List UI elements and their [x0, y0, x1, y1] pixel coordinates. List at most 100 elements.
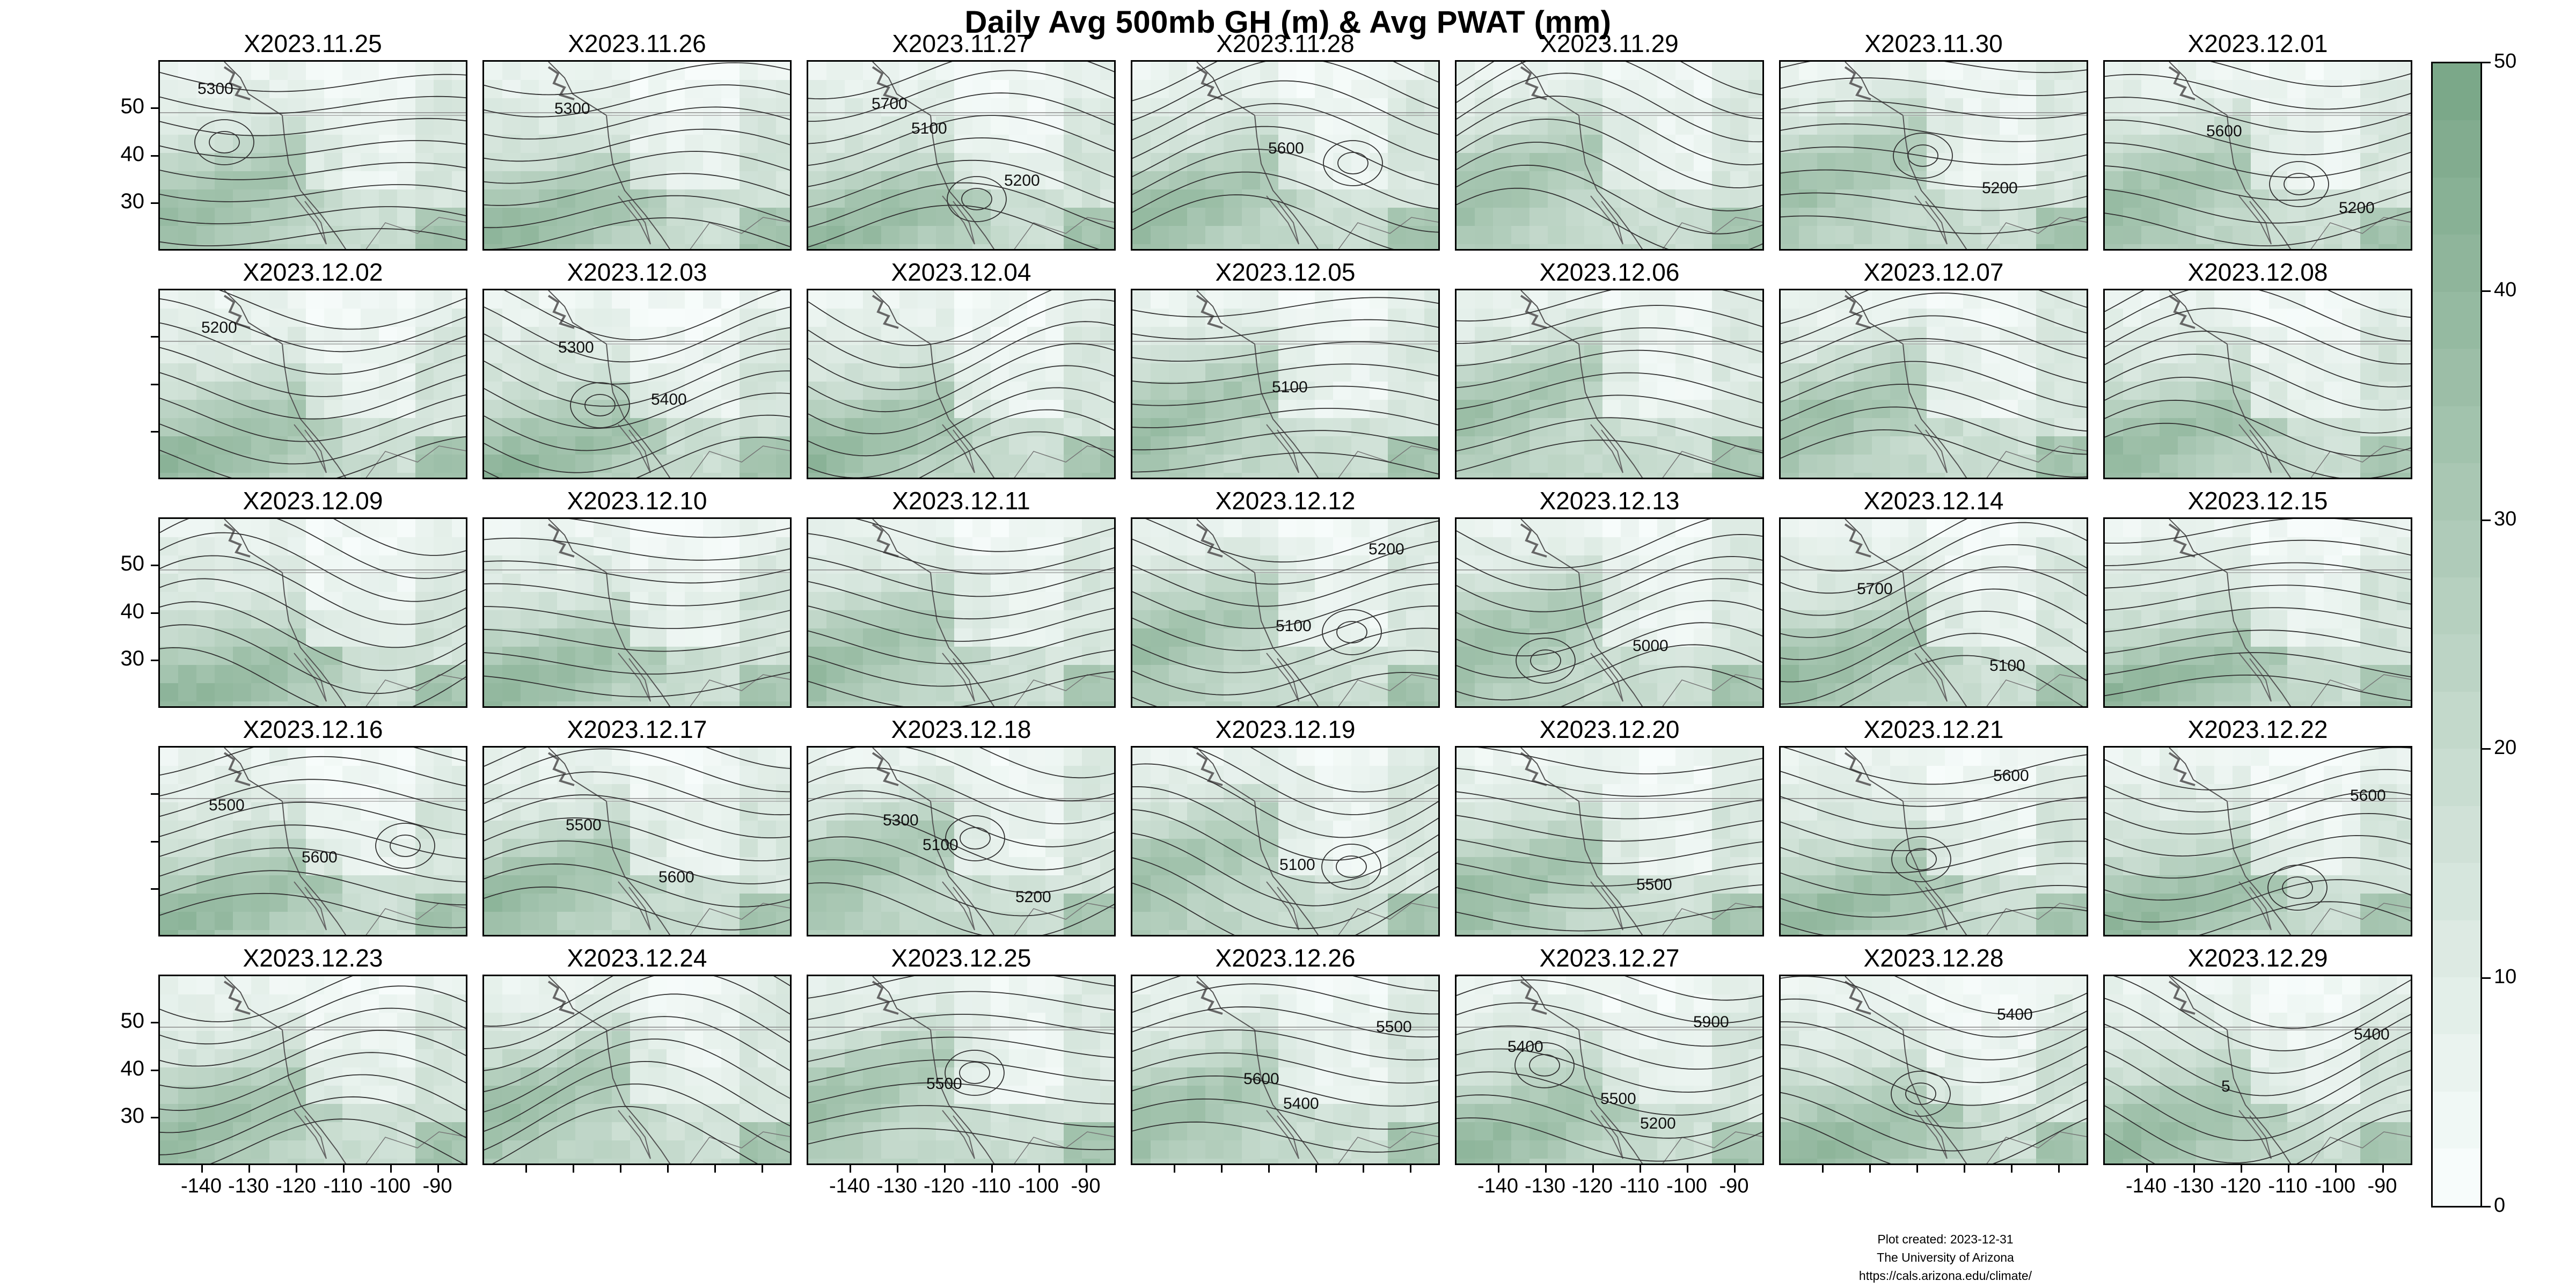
- pwat-cell: [306, 418, 325, 437]
- pwat-cell: [899, 363, 918, 382]
- pwat-cell: [721, 610, 740, 629]
- pwat-cell: [557, 894, 576, 912]
- pwat-cell: [1748, 345, 1762, 364]
- pwat-cell: [1945, 208, 1964, 226]
- pwat-cell: [2073, 226, 2087, 245]
- pwat-cell: [557, 683, 576, 702]
- pwat-cell: [233, 473, 252, 478]
- pwat-cell: [1945, 574, 1964, 592]
- pwat-cell: [2054, 153, 2073, 172]
- pwat-cell: [1908, 628, 1927, 647]
- gh-contour: [1781, 123, 2087, 142]
- pwat-cell: [575, 894, 594, 912]
- pwat-cell: [991, 135, 1009, 153]
- pwat-cell: [1730, 592, 1749, 611]
- pwat-cell: [1730, 382, 1749, 400]
- pwat-cell: [1187, 208, 1206, 226]
- pwat-cell: [557, 748, 576, 766]
- pwat-cell: [434, 628, 452, 647]
- pwat-cell: [2324, 244, 2343, 249]
- pwat-cell: [434, 80, 452, 99]
- pwat-cell: [1424, 455, 1438, 473]
- pwat-cell: [233, 647, 252, 665]
- pwat-cell: [324, 400, 343, 419]
- pwat-cell: [233, 930, 252, 935]
- pwat-cell: [1548, 592, 1567, 611]
- pwat-cell: [630, 290, 649, 309]
- pwat-cell: [1835, 189, 1854, 208]
- pwat-cell: [1064, 400, 1082, 419]
- pwat-cell: [1297, 382, 1315, 400]
- pwat-cell: [1315, 683, 1334, 702]
- pwat-cell: [881, 574, 900, 592]
- pwat-cell: [2141, 309, 2160, 327]
- pwat-cell: [721, 171, 740, 190]
- pwat-cell: [160, 537, 179, 556]
- pwat-cell: [1205, 226, 1224, 245]
- pwat-cell: [2018, 62, 2037, 80]
- pwat-cell: [936, 930, 955, 935]
- pwat-cell: [539, 436, 558, 455]
- y-tick: [151, 384, 158, 385]
- pwat-cell: [1694, 455, 1713, 473]
- pwat-cell: [2160, 189, 2178, 208]
- pwat-cell: [1675, 628, 1694, 647]
- pwat-cell: [502, 519, 521, 538]
- pwat-cell: [721, 418, 740, 437]
- pwat-cell: [1835, 418, 1854, 437]
- pwat-cell: [1315, 473, 1334, 478]
- pwat-cell: [557, 171, 576, 190]
- pwat-cell: [991, 363, 1009, 382]
- pwat-cell: [521, 647, 539, 665]
- pwat-cell: [1388, 701, 1407, 706]
- pwat-cell: [160, 327, 179, 346]
- pwat-cell: [2251, 701, 2270, 706]
- pwat-cell: [648, 418, 667, 437]
- gh-contour: [160, 624, 466, 694]
- map-panel: X2023.11.29: [1455, 29, 1764, 251]
- gh-contour: [1457, 164, 1762, 235]
- pwat-cell: [1082, 766, 1101, 785]
- pwat-cell: [1890, 519, 1909, 538]
- contour-label: 5200: [2339, 199, 2375, 217]
- pwat-cell: [2018, 455, 2037, 473]
- pwat-cell: [452, 327, 466, 346]
- pwat-cell: [2105, 363, 2124, 382]
- pwat-cell: [233, 327, 252, 346]
- pwat-cell: [1297, 647, 1315, 665]
- coastline: [1845, 290, 1967, 478]
- pwat-cell: [1224, 701, 1242, 706]
- pwat-cell: [1854, 135, 1872, 153]
- island-chain: [547, 523, 575, 558]
- pwat-cell: [2287, 309, 2306, 327]
- gh-contour: [2105, 165, 2411, 201]
- pwat-cell: [1406, 327, 1425, 346]
- pwat-cell: [1835, 400, 1854, 419]
- pwat-cell: [215, 555, 233, 574]
- pwat-cell: [1566, 98, 1585, 117]
- pwat-cell: [1224, 189, 1242, 208]
- pwat-cell: [452, 555, 466, 574]
- contour-label: 5100: [1272, 378, 1308, 396]
- pwat-cell: [342, 748, 361, 766]
- pwat-cell: [1297, 226, 1315, 245]
- pwat-cell: [826, 290, 845, 309]
- pwat-cell: [251, 455, 270, 473]
- pwat-cell: [863, 665, 882, 684]
- pwat-cell: [269, 628, 288, 647]
- pwat-cell: [269, 290, 288, 309]
- pwat-cell: [379, 473, 398, 478]
- pwat-cell: [1548, 400, 1567, 419]
- pwat-cell: [2269, 628, 2288, 647]
- pwat-cell: [918, 436, 936, 455]
- gh-contour: [1132, 103, 1438, 160]
- pwat-cell: [845, 309, 863, 327]
- pwat-cell: [361, 382, 379, 400]
- pwat-cell: [1278, 363, 1297, 382]
- contour-label: 5200: [201, 319, 237, 336]
- pwat-cell: [1529, 363, 1548, 382]
- gh-contour: [160, 118, 466, 136]
- contour-label: 5200: [1015, 888, 1051, 906]
- pwat-cell: [1781, 116, 1799, 135]
- pwat-cell: [1242, 610, 1261, 629]
